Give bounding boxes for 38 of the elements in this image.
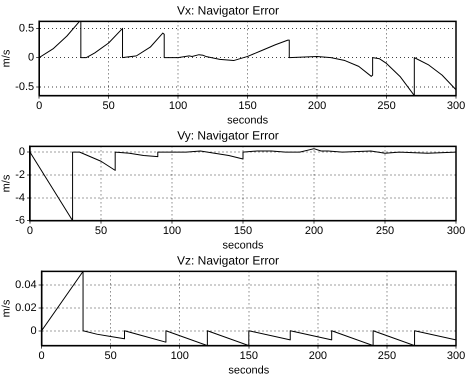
x-tick-label: 150 bbox=[238, 100, 257, 112]
y-tick-label: 0 bbox=[18, 146, 25, 158]
x-tick-label: 200 bbox=[304, 225, 324, 238]
x-tick-label: 200 bbox=[308, 350, 328, 362]
x-tick-label: 0 bbox=[38, 350, 45, 362]
y-tick-label: 0.5 bbox=[18, 22, 34, 34]
x-tick-label: 300 bbox=[446, 100, 466, 112]
x-tick-label: 300 bbox=[446, 225, 466, 238]
x-tick-label: 150 bbox=[240, 350, 258, 362]
x-tick-label: 50 bbox=[102, 100, 115, 112]
x-tick-label: 100 bbox=[162, 225, 182, 238]
y-tick-label: -6 bbox=[15, 214, 25, 227]
x-tick-label: 300 bbox=[446, 350, 466, 362]
y-tick-label: 0 bbox=[28, 52, 34, 64]
x-axis-title: seconds bbox=[227, 114, 269, 126]
x-axis-title: seconds bbox=[222, 239, 264, 252]
y-axis-title: m/s bbox=[0, 174, 13, 192]
x-tick-label: 200 bbox=[308, 100, 326, 112]
x-tick-label: 150 bbox=[234, 225, 252, 238]
y-tick-label: 0.02 bbox=[15, 302, 37, 314]
x-tick-label: 250 bbox=[377, 100, 396, 112]
y-tick-label: -2 bbox=[15, 168, 25, 181]
x-tick-label: 50 bbox=[94, 225, 108, 238]
chart-title: Vx: Navigator Error bbox=[176, 4, 280, 18]
x-axis-title: seconds bbox=[228, 364, 270, 376]
y-axis-title: m/s bbox=[0, 49, 13, 68]
x-tick-label: 250 bbox=[378, 350, 396, 362]
y-tick-label: -4 bbox=[15, 192, 25, 204]
x-tick-label: 250 bbox=[376, 225, 394, 238]
y-tick-label: 0 bbox=[30, 324, 37, 337]
x-tick-label: 100 bbox=[168, 100, 188, 112]
x-tick-label: 100 bbox=[170, 350, 189, 362]
y-axis-title: m/s bbox=[0, 299, 13, 318]
x-tick-label: 50 bbox=[104, 350, 117, 362]
y-tick-label: -0.5 bbox=[15, 80, 34, 93]
chart-title: Vz: Navigator Error bbox=[176, 254, 280, 268]
y-tick-label: 0.04 bbox=[15, 279, 37, 292]
chart-title: Vy: Navigator Error bbox=[177, 128, 279, 143]
